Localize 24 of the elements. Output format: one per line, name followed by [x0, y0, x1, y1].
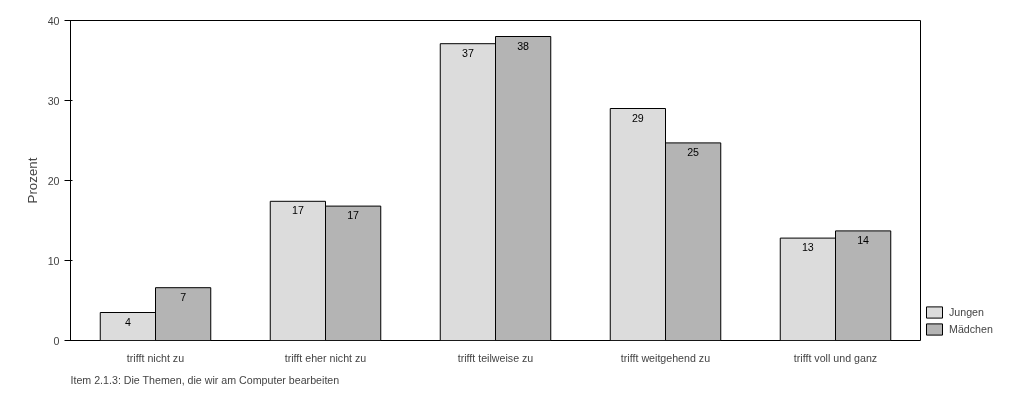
data-label: 17: [347, 209, 360, 222]
data-label: 7: [180, 290, 187, 303]
y-tick-label: 10: [47, 254, 60, 267]
data-label: 37: [461, 46, 474, 59]
text: Item 2.1.3: Die Themen, die wir am Computer bearbeiten: [70, 373, 340, 386]
data-label: 4: [124, 315, 131, 328]
data-label: 38: [517, 39, 530, 52]
y-tick-label: 40: [47, 14, 60, 27]
data-label: 13: [801, 241, 814, 254]
data-label: 29: [631, 111, 644, 124]
x-tick-label: trifft voll und ganz: [793, 351, 878, 364]
y-tick-label: 0: [53, 334, 60, 347]
x-tick-label: trifft weitgehend zu: [620, 351, 711, 364]
legend-label: Mädchen: [949, 323, 993, 335]
x-tick-label: trifft teilweise zu: [457, 351, 534, 364]
y-tick-label: 30: [47, 94, 60, 107]
y-axis-title: Prozent: [24, 157, 40, 204]
data-label: 14: [857, 233, 870, 246]
y-tick-label: 20: [47, 174, 60, 187]
data-label: 17: [291, 204, 304, 217]
x-tick-label: trifft nicht zu: [126, 351, 185, 364]
x-tick-label: trifft eher nicht zu: [284, 351, 367, 364]
data-label: 25: [687, 145, 700, 158]
legend-label: Jungen: [949, 306, 984, 318]
